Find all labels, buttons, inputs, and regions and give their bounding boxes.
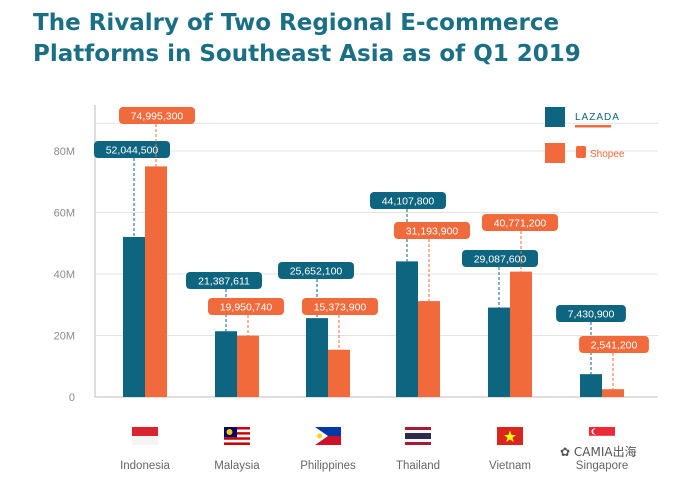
watermark-text: CAMIA出海 xyxy=(573,445,637,459)
shopee-data-label-text: 15,373,900 xyxy=(314,302,367,314)
lazada-bar-thailand xyxy=(396,261,418,397)
y-tick-label: 0 xyxy=(69,392,75,404)
shopee-data-label-box xyxy=(208,298,284,315)
shopee-bar-vietnam xyxy=(510,271,532,397)
y-tick-label: 40M xyxy=(54,269,75,281)
shopee-bar-singapore xyxy=(602,389,624,397)
watermark: ✿ CAMIA出海 xyxy=(560,443,637,460)
vietnam-flag-icon xyxy=(497,427,523,445)
legend-lazada-swatch xyxy=(545,107,565,127)
shopee-data-label-text: 74,995,300 xyxy=(131,111,184,123)
indonesia-flag-icon xyxy=(132,427,158,445)
legend-lazada-underline xyxy=(575,125,611,128)
shopee-bar-thailand xyxy=(418,301,440,397)
shopee-data-label-text: 2,541,200 xyxy=(591,340,638,352)
philippines-flag-icon xyxy=(315,427,341,445)
shopee-data-label-box xyxy=(302,298,378,315)
x-category-label: Thailand xyxy=(396,460,440,472)
lazada-bar-indonesia xyxy=(123,236,145,397)
legend-shopee-label: Shopee xyxy=(590,149,625,160)
singapore-flag-icon xyxy=(588,427,616,446)
lazada-data-label-text: 29,087,600 xyxy=(474,254,527,266)
y-tick-label: 80M xyxy=(54,146,75,158)
lazada-bar-malaysia xyxy=(215,331,237,397)
shopee-data-label-text: 40,771,200 xyxy=(494,218,547,230)
x-category-label: Indonesia xyxy=(120,460,170,472)
chart-title: The Rivalry of Two Regional E-commerce P… xyxy=(33,10,581,67)
shopee-data-label-box xyxy=(579,336,649,353)
legend-shopee-swatch xyxy=(545,143,565,163)
lazada-data-label-box xyxy=(370,192,446,209)
x-category-label: Vietnam xyxy=(489,460,531,472)
lazada-data-label-box xyxy=(462,250,538,267)
malaysia-flag-icon xyxy=(224,427,250,445)
shopee-data-label-text: 19,950,740 xyxy=(220,302,273,314)
wechat-icon: ✿ xyxy=(560,445,574,459)
legend-lazada-label: LAZADA xyxy=(575,112,620,123)
shopee-data-label-text: 31,193,900 xyxy=(406,226,459,238)
lazada-bar-vietnam xyxy=(488,307,510,397)
lazada-data-label-box xyxy=(186,272,262,289)
x-category-label: Malaysia xyxy=(214,460,260,472)
x-category-label: Singapore xyxy=(576,460,628,472)
lazada-bar-philippines xyxy=(306,318,328,397)
lazada-data-label-text: 21,387,611 xyxy=(198,276,250,288)
shopee-bag-icon xyxy=(576,146,586,158)
x-category-label: Philippines xyxy=(300,460,356,472)
y-tick-label: 20M xyxy=(54,331,75,343)
shopee-data-label-box xyxy=(482,214,558,231)
y-tick-label: 60M xyxy=(54,208,75,220)
lazada-data-label-text: 7,430,900 xyxy=(568,309,615,321)
lazada-data-label-box xyxy=(278,262,354,279)
shopee-data-label-box xyxy=(119,107,195,124)
lazada-data-label-text: 44,107,800 xyxy=(382,196,435,208)
lazada-data-label-box xyxy=(94,141,170,158)
lazada-data-label-text: 25,652,100 xyxy=(290,266,343,278)
lazada-data-label-box xyxy=(556,305,626,322)
shopee-data-label-box xyxy=(394,222,470,239)
shopee-bar-philippines xyxy=(328,349,350,397)
lazada-data-label-text: 52,044,500 xyxy=(106,145,159,157)
thailand-flag-icon xyxy=(405,427,431,445)
lazada-bar-singapore xyxy=(580,374,602,397)
shopee-bar-malaysia xyxy=(237,335,259,397)
shopee-bar-indonesia xyxy=(145,166,167,397)
